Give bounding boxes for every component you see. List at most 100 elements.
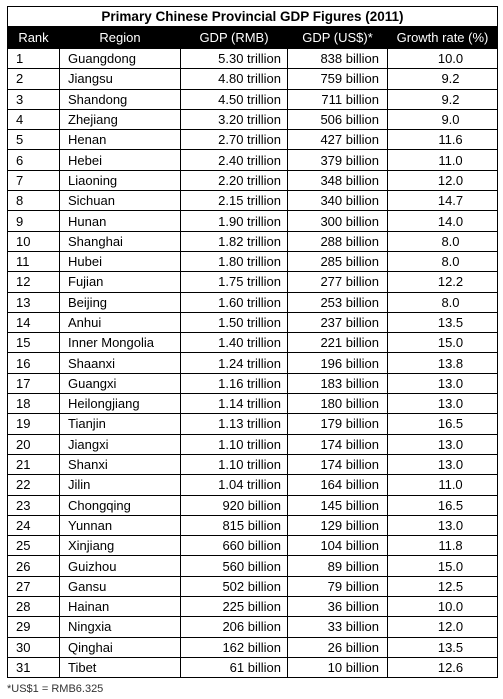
cell-rank: 14 <box>7 311 60 334</box>
cell-gdp-rmb: 1.40 trillion <box>180 332 288 354</box>
cell-rank: 30 <box>7 636 60 658</box>
cell-growth-rate: 11.8 <box>387 535 498 557</box>
cell-growth-rate: 12.2 <box>387 271 498 293</box>
cell-rank: 6 <box>7 149 60 171</box>
cell-region: Hainan <box>59 596 181 618</box>
cell-gdp-rmb: 1.60 trillion <box>180 291 288 313</box>
cell-gdp-rmb: 1.13 trillion <box>180 413 288 435</box>
table-row: 14 Anhui 1.50 trillion 237 billion 13.5 <box>7 311 498 334</box>
cell-gdp-usd: 33 billion <box>287 616 388 638</box>
table-row: 9 Hunan 1.90 trillion 300 billion 14.0 <box>7 210 498 232</box>
cell-gdp-usd: 10 billion <box>287 656 388 679</box>
cell-gdp-rmb: 5.30 trillion <box>180 47 288 70</box>
header-row: Rank Region GDP (RMB) GDP (US$)* Growth … <box>7 26 498 49</box>
cell-gdp-rmb: 560 billion <box>180 555 288 577</box>
column-header-gdp-usd: GDP (US$)* <box>287 26 388 49</box>
cell-region: Henan <box>59 129 181 151</box>
cell-rank: 8 <box>7 190 60 212</box>
cell-region: Chongqing <box>59 494 181 516</box>
table-row: 21 Shanxi 1.10 trillion 174 billion 13.0 <box>7 453 498 476</box>
cell-gdp-usd: 379 billion <box>287 149 388 171</box>
cell-region: Guizhou <box>59 555 181 577</box>
cell-gdp-usd: 196 billion <box>287 352 388 374</box>
cell-growth-rate: 13.0 <box>387 514 498 537</box>
cell-region: Jiangxi <box>59 433 181 455</box>
table-row: 5 Henan 2.70 trillion 427 billion 11.6 <box>7 129 498 151</box>
cell-rank: 29 <box>7 616 60 638</box>
cell-gdp-rmb: 61 billion <box>180 656 288 679</box>
cell-rank: 4 <box>7 108 60 131</box>
cell-gdp-rmb: 2.20 trillion <box>180 169 288 192</box>
table-row: 25 Xinjiang 660 billion 104 billion 11.8 <box>7 535 498 557</box>
cell-gdp-rmb: 3.20 trillion <box>180 108 288 131</box>
cell-growth-rate: 10.0 <box>387 596 498 618</box>
cell-region: Xinjiang <box>59 535 181 557</box>
cell-gdp-usd: 145 billion <box>287 494 388 516</box>
cell-gdp-rmb: 2.15 trillion <box>180 190 288 212</box>
cell-gdp-rmb: 1.80 trillion <box>180 250 288 273</box>
cell-gdp-rmb: 815 billion <box>180 514 288 537</box>
table-row: 12 Fujian 1.75 trillion 277 billion 12.2 <box>7 271 498 293</box>
cell-rank: 31 <box>7 656 60 679</box>
cell-gdp-rmb: 206 billion <box>180 616 288 638</box>
cell-growth-rate: 14.7 <box>387 190 498 212</box>
cell-gdp-rmb: 1.14 trillion <box>180 393 288 415</box>
table-row: 27 Gansu 502 billion 79 billion 12.5 <box>7 575 498 598</box>
cell-gdp-usd: 129 billion <box>287 514 388 537</box>
table-row: 3 Shandong 4.50 trillion 711 billion 9.2 <box>7 88 498 110</box>
cell-gdp-usd: 285 billion <box>287 250 388 273</box>
cell-region: Liaoning <box>59 169 181 192</box>
table-row: 17 Guangxi 1.16 trillion 183 billion 13.0 <box>7 372 498 395</box>
table-row: 8 Sichuan 2.15 trillion 340 billion 14.7 <box>7 190 498 212</box>
cell-region: Heilongjiang <box>59 393 181 415</box>
cell-gdp-usd: 340 billion <box>287 190 388 212</box>
cell-gdp-rmb: 1.82 trillion <box>180 230 288 252</box>
cell-rank: 9 <box>7 210 60 232</box>
cell-gdp-rmb: 1.50 trillion <box>180 311 288 334</box>
cell-region: Beijing <box>59 291 181 313</box>
cell-gdp-rmb: 4.50 trillion <box>180 88 288 110</box>
cell-gdp-usd: 179 billion <box>287 413 388 435</box>
footnote: *US$1 = RMB6.325 <box>7 683 104 695</box>
cell-growth-rate: 15.0 <box>387 332 498 354</box>
cell-rank: 25 <box>7 535 60 557</box>
cell-gdp-usd: 300 billion <box>287 210 388 232</box>
table-row: 23 Chongqing 920 billion 145 billion 16.5 <box>7 494 498 516</box>
table-row: 4 Zhejiang 3.20 trillion 506 billion 9.0 <box>7 108 498 131</box>
cell-rank: 18 <box>7 393 60 415</box>
table-row: 18 Heilongjiang 1.14 trillion 180 billion 13… <box>7 393 498 415</box>
cell-growth-rate: 13.0 <box>387 453 498 476</box>
cell-gdp-usd: 26 billion <box>287 636 388 658</box>
cell-gdp-usd: 180 billion <box>287 393 388 415</box>
cell-rank: 10 <box>7 230 60 252</box>
cell-gdp-usd: 79 billion <box>287 575 388 598</box>
cell-gdp-usd: 759 billion <box>287 68 388 90</box>
cell-growth-rate: 9.0 <box>387 108 498 131</box>
cell-rank: 1 <box>7 47 60 70</box>
table-body: 1 Guangdong 5.30 trillion 838 billion 10.0 2 J… <box>7 47 498 679</box>
cell-gdp-usd: 838 billion <box>287 47 388 70</box>
cell-region: Sichuan <box>59 190 181 212</box>
cell-region: Fujian <box>59 271 181 293</box>
cell-region: Jiangsu <box>59 68 181 90</box>
cell-rank: 17 <box>7 372 60 395</box>
cell-growth-rate: 8.0 <box>387 250 498 273</box>
table-row: 2 Jiangsu 4.80 trillion 759 billion 9.2 <box>7 68 498 90</box>
gdp-table: Primary Chinese Provincial GDP Figures (… <box>7 6 498 679</box>
cell-growth-rate: 14.0 <box>387 210 498 232</box>
cell-rank: 2 <box>7 68 60 90</box>
table-row: 30 Qinghai 162 billion 26 billion 13.5 <box>7 636 498 658</box>
table-row: 28 Hainan 225 billion 36 billion 10.0 <box>7 596 498 618</box>
cell-gdp-rmb: 920 billion <box>180 494 288 516</box>
cell-gdp-usd: 348 billion <box>287 169 388 192</box>
cell-gdp-rmb: 502 billion <box>180 575 288 598</box>
table-row: 20 Jiangxi 1.10 trillion 174 billion 13.0 <box>7 433 498 455</box>
cell-gdp-usd: 36 billion <box>287 596 388 618</box>
cell-gdp-rmb: 1.75 trillion <box>180 271 288 293</box>
cell-gdp-usd: 288 billion <box>287 230 388 252</box>
cell-growth-rate: 13.0 <box>387 393 498 415</box>
cell-gdp-rmb: 1.16 trillion <box>180 372 288 395</box>
table-row: 24 Yunnan 815 billion 129 billion 13.0 <box>7 514 498 537</box>
cell-region: Guangdong <box>59 47 181 70</box>
cell-region: Gansu <box>59 575 181 598</box>
